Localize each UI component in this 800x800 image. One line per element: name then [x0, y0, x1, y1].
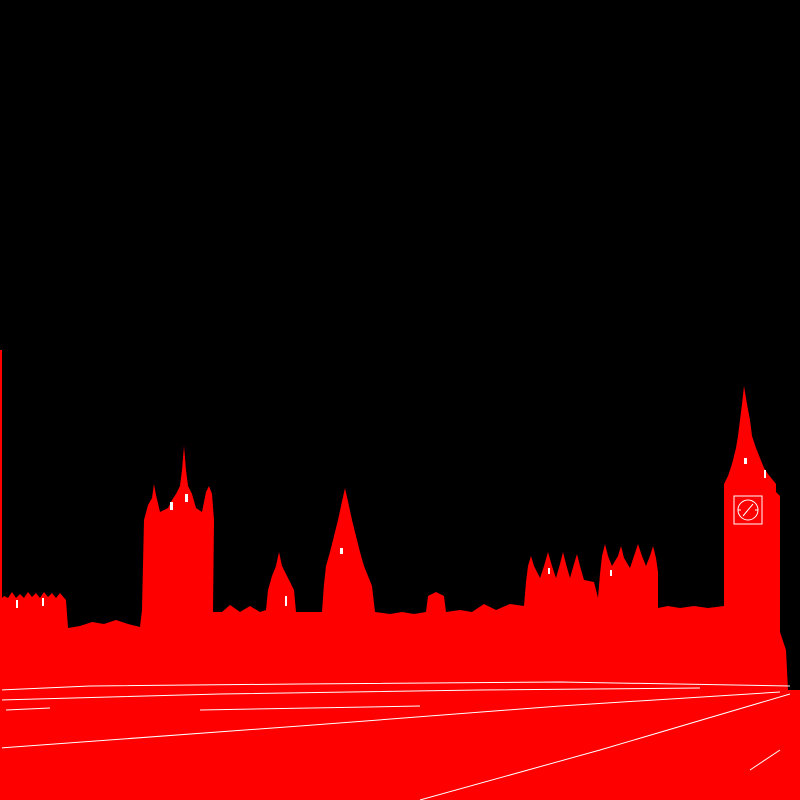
road-lines	[0, 681, 791, 800]
clock-face	[733, 495, 763, 525]
pinnacle-highlights	[16, 458, 766, 608]
parliament-silhouette	[0, 386, 800, 800]
